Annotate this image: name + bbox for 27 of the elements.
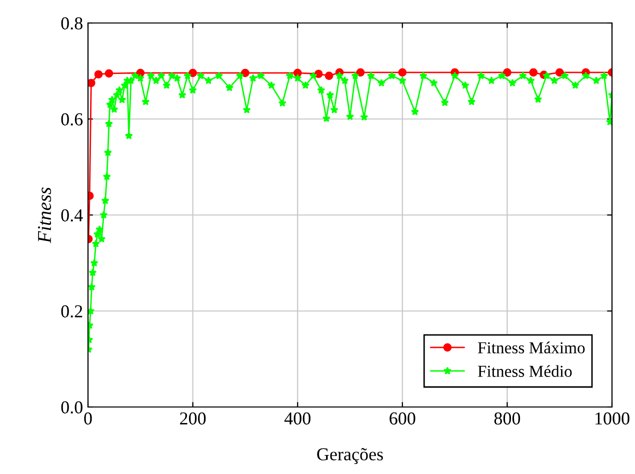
point: [188, 68, 197, 78]
legend-label: Fitness Máximo: [478, 342, 585, 354]
point: [555, 68, 564, 77]
y-tick-label: 0.8: [61, 17, 82, 30]
y-tick-label: 0.4: [61, 209, 83, 222]
x-tick-label: 600: [390, 412, 416, 425]
point: [398, 68, 407, 77]
x-axis-title: Gerações: [317, 448, 383, 464]
x-tick-label: 800: [494, 412, 520, 425]
point: [94, 70, 103, 79]
point: [88, 78, 96, 88]
point: [241, 68, 250, 78]
x-tick-label: 400: [284, 412, 310, 425]
y-axis-title: Fitness: [38, 188, 52, 244]
x-tick-label: 0: [84, 412, 92, 425]
point: [324, 72, 334, 80]
point: [529, 68, 538, 77]
x-tick-label: 200: [180, 412, 206, 425]
point: [104, 69, 114, 78]
y-tick-label: 0.0: [61, 401, 82, 414]
legend-label: Fitness Médio: [478, 365, 572, 377]
point: [503, 68, 512, 77]
y-tick-label: 0.6: [61, 113, 83, 126]
point: [314, 70, 323, 78]
x-tick-label: 1000: [596, 412, 630, 425]
y-tick-label: 0.2: [61, 305, 82, 318]
point: [356, 68, 365, 77]
